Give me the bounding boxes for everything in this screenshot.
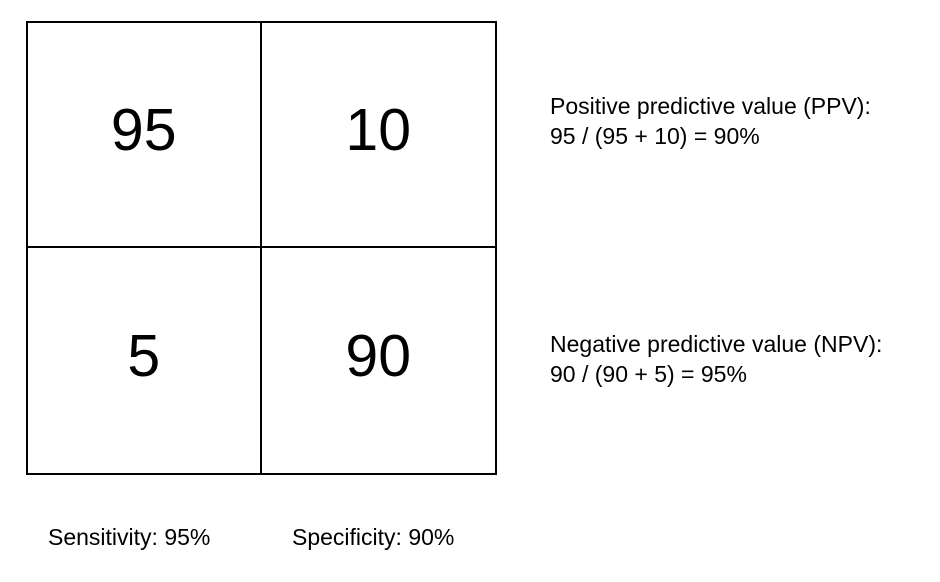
- ppv-title: Positive predictive value (PPV):: [550, 93, 871, 119]
- ppv-formula: 95 / (95 + 10) = 90%: [550, 123, 760, 149]
- npv-title: Negative predictive value (NPV):: [550, 331, 883, 357]
- true-negative-value: 90: [345, 323, 412, 389]
- specificity-label: Specificity: 90%: [292, 524, 455, 550]
- cell-true-negative: 90: [262, 248, 496, 473]
- npv-annotation: Negative predictive value (NPV): 90 / (9…: [550, 329, 882, 389]
- npv-formula: 90 / (90 + 5) = 95%: [550, 361, 747, 387]
- ppv-annotation: Positive predictive value (PPV): 95 / (9…: [550, 91, 871, 151]
- sensitivity-label: Sensitivity: 95%: [48, 524, 211, 550]
- cell-true-positive: 95: [28, 23, 262, 248]
- cell-false-positive: 10: [261, 23, 495, 248]
- true-positive-value: 95: [110, 97, 177, 163]
- false-positive-value: 10: [345, 97, 412, 163]
- confusion-matrix-grid: 95 10 5 90: [26, 21, 497, 475]
- false-negative-value: 5: [127, 323, 161, 389]
- cell-false-negative: 5: [28, 248, 262, 473]
